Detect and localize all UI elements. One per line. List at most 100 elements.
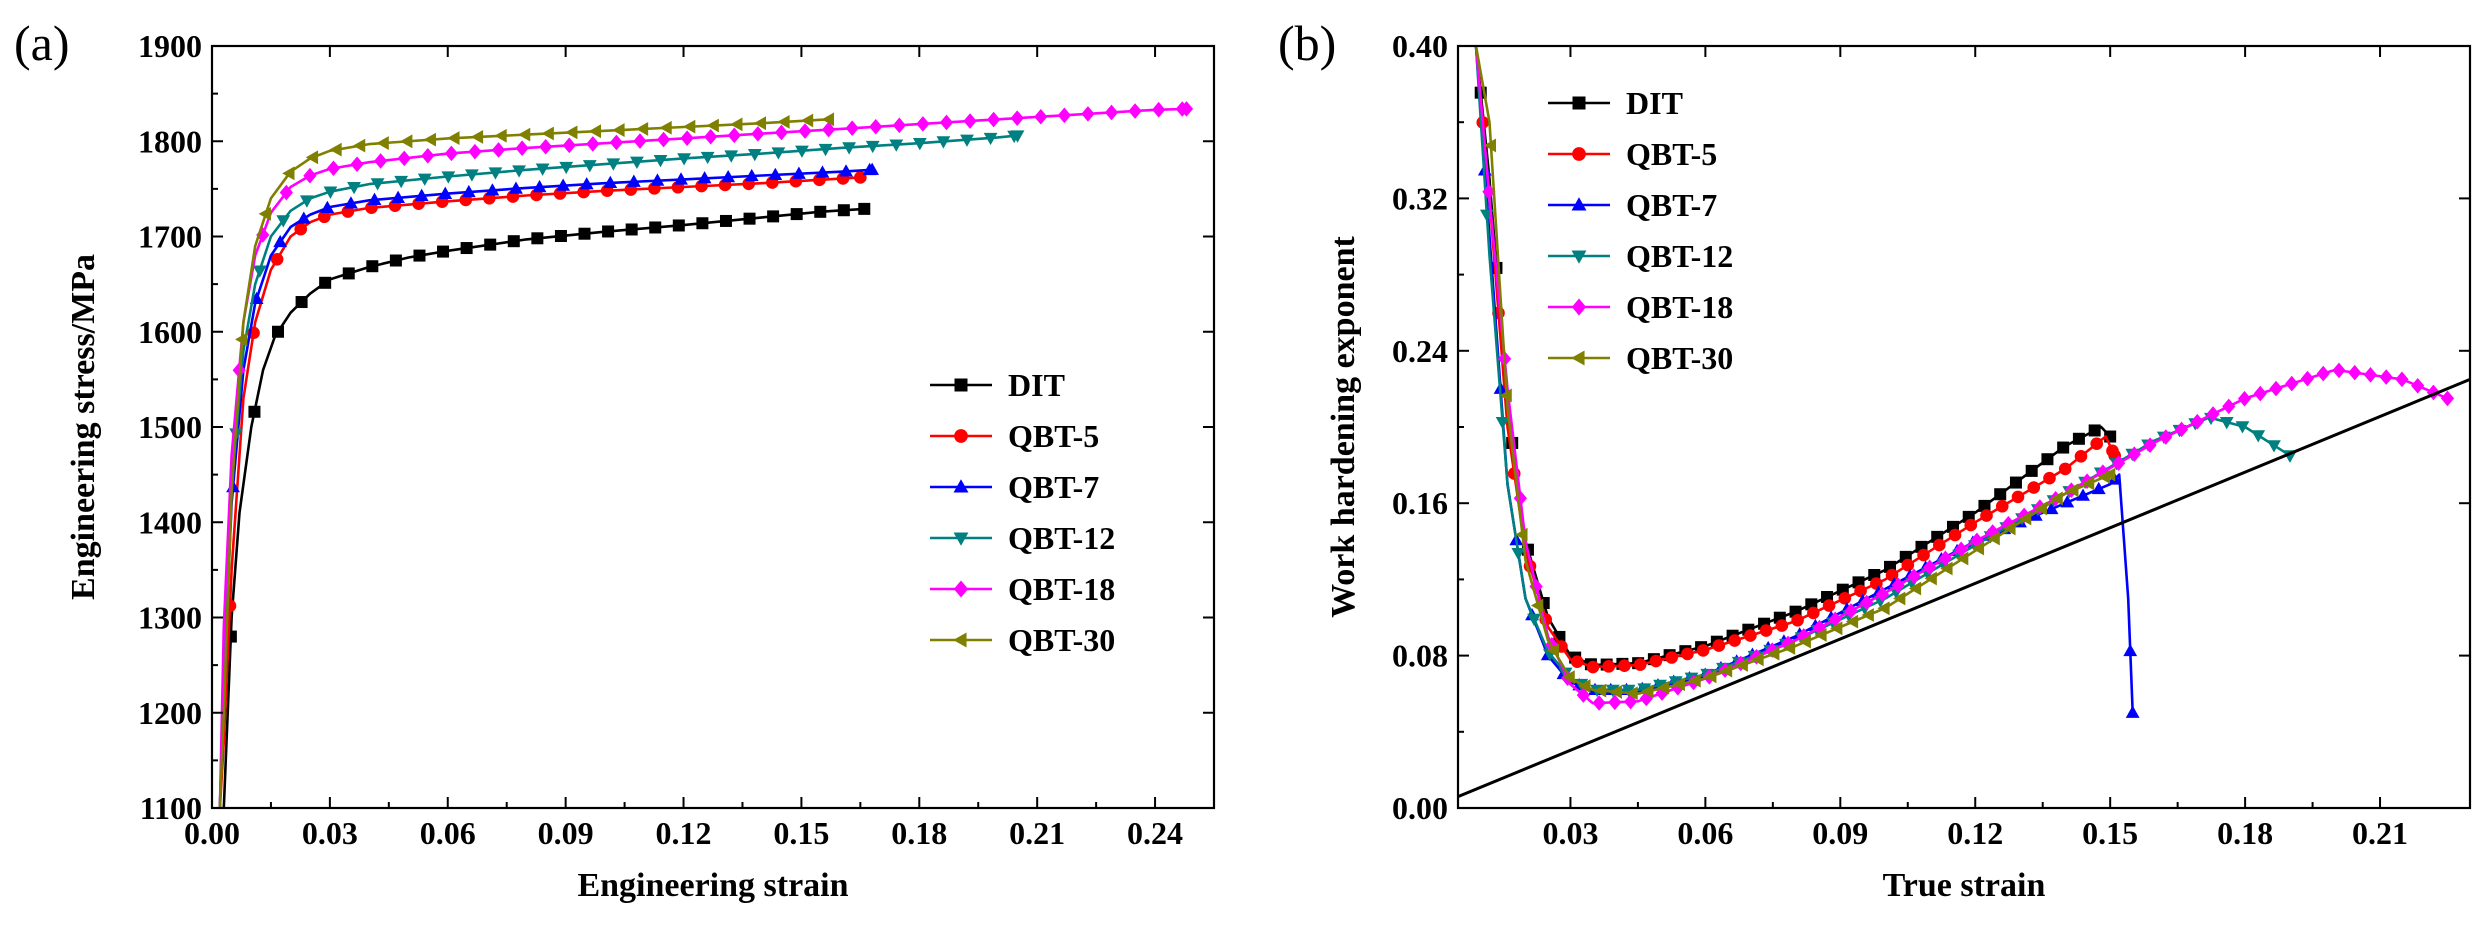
data-point [1908,581,1922,596]
legend: DIT QBT-5 QBT-7 QBT-12 QBT-18 QBT-30 [1548,85,1733,376]
data-point [279,184,293,201]
y-tick-label: 1300 [138,600,202,636]
data-point [367,192,382,205]
data-point [2088,424,2101,437]
data-point [983,132,998,146]
data-point [2043,471,2056,485]
data-point [845,120,859,136]
data-point [1712,639,1726,652]
y-axis-label: Engineering stress/MPa [65,254,102,600]
data-point [625,223,638,236]
data-point [1978,499,1991,512]
data-point [2060,495,2075,508]
data-point [1970,532,1984,549]
y-tick-label: 0.00 [1392,790,1448,826]
data-point [612,123,625,137]
data-point [672,219,685,232]
data-point [2058,462,2072,476]
data-point [656,131,671,148]
data-point [2001,515,2015,532]
data-point [727,127,741,144]
y-tick-label: 1600 [138,314,202,350]
data-point [2206,406,2220,422]
data-point [837,204,850,217]
legend-label: QBT-7 [1626,187,1717,223]
data-point [1875,586,1890,603]
data-point [960,134,974,147]
data-point [1861,608,1874,622]
data-point [606,158,621,171]
data-point [912,138,927,151]
legend-marker [953,532,969,546]
data-point [1618,659,1631,672]
data-point [1104,104,1119,121]
data-point [800,113,814,128]
data-point [1893,591,1906,606]
y-tick-label: 0.32 [1392,180,1448,216]
data-point [2074,449,2088,463]
data-point [1010,130,1025,143]
data-point [394,175,409,189]
data-point [2174,421,2189,438]
data-point [2125,705,2140,718]
data-point [270,253,284,266]
data-point [1499,388,1512,403]
legend-label: QBT-30 [1008,622,1115,658]
data-point [556,178,571,191]
data-point [464,169,479,182]
data-point [344,196,358,209]
data-point [1751,652,1764,667]
data-point [397,150,411,167]
data-point [318,210,331,224]
data-point [2348,364,2362,381]
data-point [1870,577,1883,590]
data-point [674,172,688,185]
data-point [1994,488,2007,501]
data-point [2034,501,2048,516]
data-point [273,234,288,248]
data-point [865,140,880,154]
x-tick-label: 0.06 [1677,815,1733,851]
data-point [939,114,954,131]
data-point [2235,421,2250,434]
data-point [579,177,594,190]
data-point [1987,531,2000,546]
legend-label: QBT-12 [1008,520,1115,556]
legend-label: DIT [1008,367,1065,403]
data-point [319,276,332,289]
data-point [417,173,432,186]
data-point [1781,635,1795,652]
x-tick-label: 0.00 [184,815,240,851]
series-group [1458,46,2470,798]
data-point [2102,467,2116,482]
data-point [1860,594,1874,611]
data-point [282,166,295,181]
data-point [1633,658,1647,671]
data-point [1954,541,1968,558]
data-point [1830,621,1843,636]
data-point [532,179,547,193]
data-point [2440,390,2455,407]
data-point [2044,501,2059,515]
data-point [352,138,366,153]
data-point [768,167,783,180]
data-point [2159,429,2173,445]
data-point [2222,398,2236,415]
data-point [350,156,364,173]
data-point [2018,511,2032,526]
x-tick-label: 0.03 [302,815,358,851]
data-point [1845,614,1859,629]
data-point [790,208,803,221]
data-point [1798,634,1811,649]
y-tick-label: 1800 [138,123,202,159]
data-point [704,128,718,145]
data-point [683,119,696,134]
data-point [1655,685,1669,701]
data-point [721,169,736,183]
data-point [2411,377,2425,394]
data-point [295,296,308,309]
data-point [2090,437,2104,451]
data-point [535,163,550,176]
x-tick-label: 0.12 [1947,815,2003,851]
data-point [2316,365,2330,382]
